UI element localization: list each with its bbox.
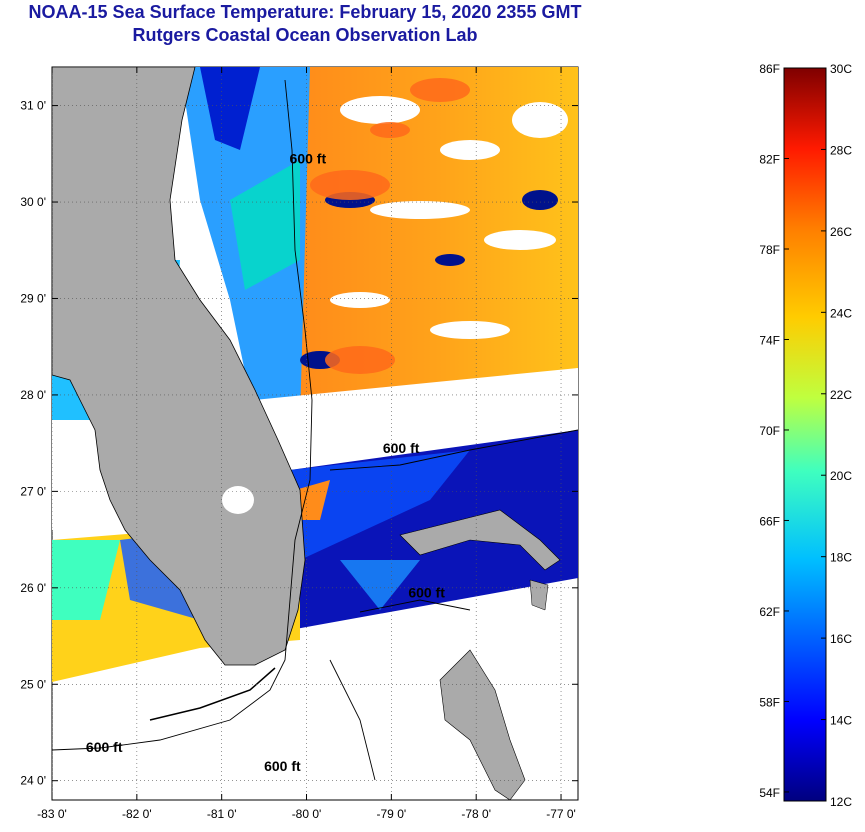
colorbar-c-label: 22C [830, 388, 852, 402]
colorbar-c-label: 26C [830, 225, 852, 239]
colorbar-f-label: 54F [759, 786, 780, 800]
blue-patch [290, 450, 470, 560]
lon-tick-label: -82 0' [122, 807, 152, 821]
colorbar-c-label: 24C [830, 306, 852, 320]
gulfstream-edge [295, 480, 330, 520]
colorbar-f-label: 58F [759, 695, 780, 709]
lon-tick-label: -78 0' [461, 807, 491, 821]
florida-keys [149, 667, 276, 721]
lon-tick-label: -79 0' [377, 807, 407, 821]
lon-tick-label: -80 0' [292, 807, 322, 821]
colorbar-labels: 86F 82F 78F 74F 70F 66F 62F 58F 54F 30C 28C 26C 24C 2… [759, 62, 852, 809]
colorbar-c-label: 18C [830, 551, 852, 565]
map-subtitle: Rutgers Coastal Ocean Observation Lab [132, 25, 478, 45]
hot-spots [310, 78, 470, 374]
colorbar-c-label: 28C [830, 143, 852, 157]
colorbar-f-label: 62F [759, 605, 780, 619]
lightblue-patch [340, 560, 420, 610]
gulf-green-patch [52, 540, 120, 620]
lat-tick-label: 24 0' [20, 774, 46, 788]
abaco-island [529, 579, 549, 611]
lat-tick-label: 25 0' [20, 677, 46, 691]
colorbar-c-label: 20C [830, 469, 852, 483]
lon-tick-label: -83 0' [37, 807, 67, 821]
lat-tick-label: 31 0' [20, 99, 46, 113]
colorbar-c-label: 30C [830, 62, 852, 76]
depth-contour-600ft-south [329, 659, 376, 781]
depth-contour-600ft-east [329, 429, 578, 471]
contour-labels: 600 ft 600 ft 600 ft 600 ft 600 ft [86, 150, 445, 774]
andros-island [439, 649, 526, 800]
colorbar-c-label: 14C [830, 714, 852, 728]
contour-label: 600 ft [86, 739, 123, 755]
axis-ticks [51, 67, 578, 800]
depth-contour-600ft-bahamas [359, 599, 471, 613]
colorbar-f-label: 74F [759, 333, 780, 347]
contour-label: 600 ft [408, 584, 445, 600]
lat-tick-label: 29 0' [20, 291, 46, 305]
lat-tick-label: 28 0' [20, 388, 46, 402]
depth-contour-600ft [52, 79, 313, 751]
lat-tick-label: 27 0' [20, 484, 46, 498]
florida-landmass [52, 67, 306, 666]
colorbar-c-label: 16C [830, 632, 852, 646]
cyan-patch [230, 160, 300, 290]
colorbar-f-label: 86F [759, 62, 780, 76]
colorbar-c-label: 12C [830, 795, 852, 809]
colorbar-f-label: 70F [759, 424, 780, 438]
map-content: 600 ft 600 ft 600 ft 600 ft 600 ft [52, 67, 578, 800]
contour-label: 600 ft [383, 440, 420, 456]
cloud-gaps-north [330, 96, 568, 339]
colorbar-f-label: 82F [759, 152, 780, 166]
colorbar-f-label: 78F [759, 243, 780, 257]
lat-tick-label: 30 0' [20, 195, 46, 209]
lake-okeechobee [222, 486, 254, 514]
lat-tick-label: 26 0' [20, 581, 46, 595]
grand-bahama [399, 509, 561, 571]
lon-tick-label: -77 0' [546, 807, 576, 821]
colorbar-f-label: 66F [759, 514, 780, 528]
cool-patch [200, 67, 260, 150]
contour-label: 600 ft [290, 150, 327, 166]
axis-labels: -83 0' -82 0' -81 0' -80 0' -79 0' -78 0' -77 … [20, 99, 576, 821]
map-title: NOAA-15 Sea Surface Temperature: Februar… [28, 2, 582, 22]
colorbar [783, 67, 827, 802]
contour-label: 600 ft [264, 758, 301, 774]
lon-tick-label: -81 0' [207, 807, 237, 821]
